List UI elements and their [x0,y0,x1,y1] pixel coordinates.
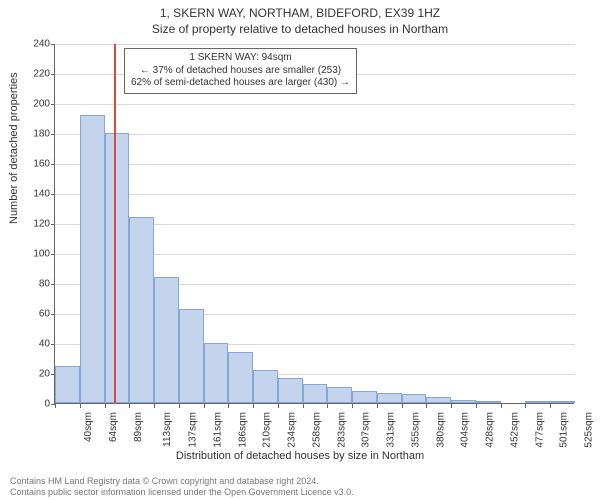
x-tick-label: 380sqm [435,412,446,448]
footer-attribution: Contains HM Land Registry data © Crown c… [10,476,354,498]
histogram-bar [278,378,303,404]
x-tick-label: 404sqm [460,412,471,448]
histogram-bar [253,370,278,403]
y-tick-label: 200 [20,99,50,110]
info-line-larger: 62% of semi-detached houses are larger (… [131,77,350,90]
x-tick-label: 137sqm [188,412,199,448]
x-tick-label: 234sqm [287,412,298,448]
histogram-bar [550,401,575,403]
histogram-bar [55,366,80,404]
histogram-bar [80,115,105,403]
histogram-bar [402,394,427,403]
x-tick-label: 501sqm [559,412,570,448]
histogram-bar [303,384,328,404]
histogram-bar [327,387,352,404]
y-tick-label: 0 [20,399,50,410]
histogram-bar [228,352,253,403]
histogram-bar [377,393,402,404]
info-box: 1 SKERN WAY: 94sqm ← 37% of detached hou… [124,48,357,94]
info-line-property: 1 SKERN WAY: 94sqm [131,52,350,65]
histogram-bar [154,277,179,403]
x-tick-label: 477sqm [534,412,545,448]
x-tick-label: 355sqm [410,412,421,448]
y-tick-label: 80 [20,279,50,290]
x-tick-label: 258sqm [311,412,322,448]
x-tick-label: 525sqm [584,412,595,448]
histogram-bar [476,401,501,403]
footer-line1: Contains HM Land Registry data © Crown c… [10,476,354,487]
y-tick-label: 180 [20,129,50,140]
histogram-bar [105,133,130,403]
x-tick-label: 186sqm [237,412,248,448]
x-tick-label: 428sqm [485,412,496,448]
x-tick-label: 161sqm [212,412,223,448]
x-tick-label: 40sqm [83,412,94,442]
y-tick-label: 220 [20,69,50,80]
histogram-bar [352,391,377,403]
info-line-smaller: ← 37% of detached houses are smaller (25… [131,65,350,78]
x-tick-label: 452sqm [510,412,521,448]
y-tick-label: 100 [20,249,50,260]
x-axis-label: Distribution of detached houses by size … [0,450,600,462]
x-tick-label: 210sqm [262,412,273,448]
y-axis-label: Number of detached properties [8,72,20,224]
histogram-bar [179,309,204,404]
histogram-bar [525,401,550,403]
x-tick-label: 307sqm [361,412,372,448]
title-address: 1, SKERN WAY, NORTHAM, BIDEFORD, EX39 1H… [0,0,600,20]
y-tick-label: 240 [20,39,50,50]
reference-line [114,44,116,404]
x-tick-label: 64sqm [108,412,119,442]
x-tick-label: 331sqm [386,412,397,448]
x-tick-label: 113sqm [162,412,173,447]
x-tick-label: 283sqm [336,412,347,448]
footer-line2: Contains public sector information licen… [10,487,354,498]
histogram-bar [129,217,154,403]
y-tick-label: 20 [20,369,50,380]
x-tick-label: 89sqm [133,412,144,442]
histogram-bar [451,400,476,403]
histogram-chart: 40sqm64sqm89sqm113sqm137sqm161sqm186sqm2… [54,44,574,404]
title-subtitle: Size of property relative to detached ho… [0,20,600,36]
y-tick-label: 120 [20,219,50,230]
y-tick-label: 140 [20,189,50,200]
y-tick-label: 40 [20,339,50,350]
y-tick-label: 160 [20,159,50,170]
y-tick-label: 60 [20,309,50,320]
histogram-bar [426,397,451,403]
histogram-bar [204,343,229,403]
